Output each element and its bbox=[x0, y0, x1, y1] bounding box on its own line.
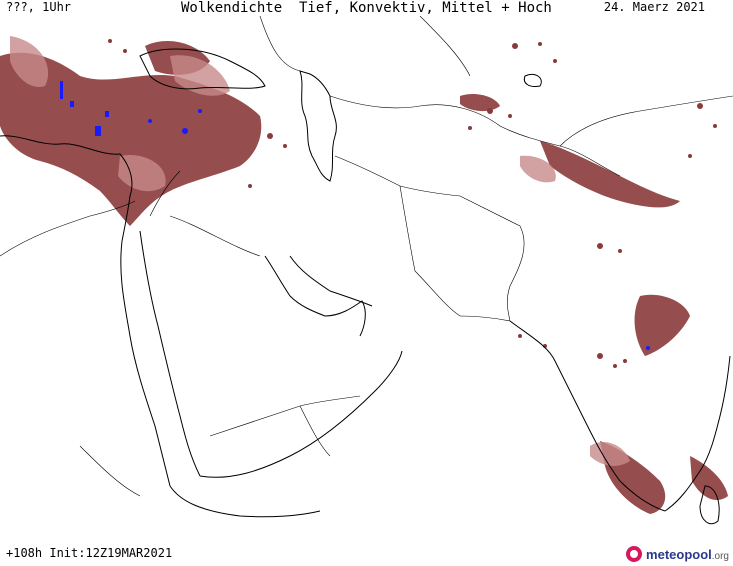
country-borders bbox=[0, 16, 733, 497]
convective-cloud-layer bbox=[60, 81, 650, 350]
model-run-info: +108h Init:12Z19MAR2021 bbox=[6, 546, 173, 560]
logo-text: meteopool bbox=[646, 546, 712, 562]
cloud-cover-layer bbox=[0, 36, 728, 514]
scattered-cloud-dots bbox=[108, 39, 717, 368]
logo-suffix: .org bbox=[711, 550, 729, 562]
forecast-date: 24. Maerz 2021 bbox=[603, 0, 705, 14]
coastlines bbox=[0, 48, 731, 525]
cloud-density-map bbox=[0, 16, 733, 525]
map-title: Wolkendichte Tief, Konvektiv, Mittel + H… bbox=[181, 0, 552, 16]
forecast-hour-label: ???, 1Uhr bbox=[6, 0, 72, 14]
meteopool-logo[interactable]: meteopool.org bbox=[626, 544, 729, 564]
meteopool-logo-icon bbox=[626, 546, 643, 562]
